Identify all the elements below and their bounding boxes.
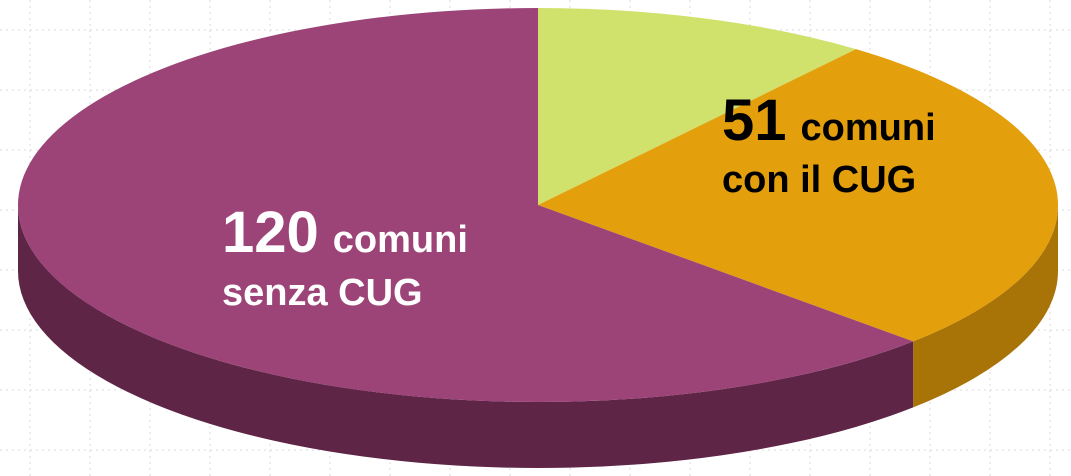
pie-side	[18, 205, 914, 468]
slice-label: 51 comuni	[722, 88, 936, 153]
pie-side	[913, 205, 1058, 408]
slice-category: comuni	[333, 219, 468, 261]
slice-category: senza CUG	[222, 272, 423, 314]
pie-labels: 51 comuni con il CUG 120 comuni senza CUG	[222, 88, 936, 314]
slice-value: 51	[722, 88, 787, 153]
pie-slice	[18, 8, 914, 402]
pie-slice	[538, 8, 856, 205]
slice-category: con il CUG	[722, 159, 916, 201]
pie-tops	[18, 8, 1058, 402]
slice-label: 120 comuni	[222, 200, 468, 265]
slice-value: 120	[222, 200, 319, 265]
pie-sides	[18, 205, 1058, 468]
slice-category: comuni	[801, 107, 936, 149]
pie-slice	[538, 49, 1058, 342]
